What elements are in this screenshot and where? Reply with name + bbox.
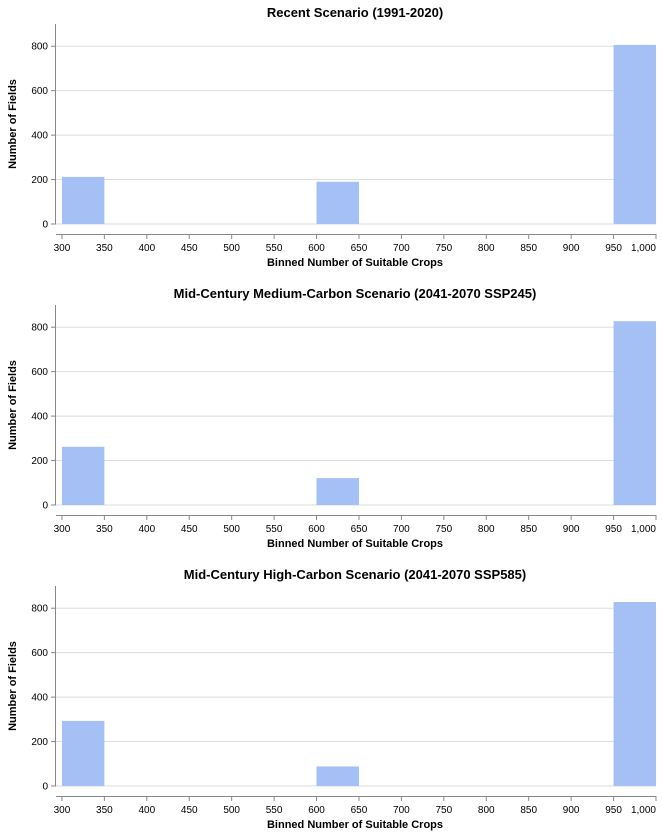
chart-panel-3: Mid-Century High-Carbon Scenario (2041-2… bbox=[7, 567, 657, 831]
x-tick-label: 850 bbox=[520, 243, 537, 254]
y-tick-label: 400 bbox=[31, 131, 48, 142]
x-tick-label: 400 bbox=[138, 243, 155, 254]
x-tick-label: 700 bbox=[393, 805, 410, 816]
x-tick-label: 300 bbox=[54, 805, 71, 816]
histogram-bar bbox=[61, 176, 105, 224]
x-tick-label: 650 bbox=[351, 243, 368, 254]
x-tick-label: 850 bbox=[520, 805, 537, 816]
x-tick-label: 1,000 bbox=[631, 524, 656, 535]
x-tick-label: 350 bbox=[96, 243, 113, 254]
x-tick-label: 300 bbox=[54, 524, 71, 535]
chart-panel-1: Recent Scenario (1991-2020) 0 200 400 600 800… bbox=[7, 5, 657, 269]
y-tick-label: 600 bbox=[31, 86, 48, 97]
x-tick-label: 450 bbox=[181, 805, 198, 816]
y-axis-title: Number of Fields bbox=[7, 79, 19, 169]
x-tick-label: 800 bbox=[478, 805, 495, 816]
x-tick-label: 450 bbox=[181, 243, 198, 254]
x-tick-label: 550 bbox=[266, 805, 283, 816]
histogram-bar bbox=[316, 478, 359, 505]
histogram-bar bbox=[316, 181, 359, 224]
x-tick-label: 900 bbox=[563, 243, 580, 254]
x-tick-label: 750 bbox=[435, 805, 452, 816]
x-tick-label: 800 bbox=[478, 524, 495, 535]
x-tick-label: 850 bbox=[520, 524, 537, 535]
x-tick-label: 750 bbox=[435, 524, 452, 535]
x-tick-label: 700 bbox=[393, 524, 410, 535]
y-axis-title: Number of Fields bbox=[7, 360, 19, 450]
x-tick-label: 650 bbox=[351, 805, 368, 816]
x-tick-label: 950 bbox=[605, 805, 622, 816]
x-axis-title: Binned Number of Suitable Crops bbox=[267, 257, 443, 269]
y-tick-label: 200 bbox=[31, 737, 48, 748]
x-tick-label: 950 bbox=[605, 243, 622, 254]
histogram-bar bbox=[61, 446, 105, 505]
chart-title: Recent Scenario (1991-2020) bbox=[267, 5, 443, 20]
x-tick-label: 350 bbox=[96, 524, 113, 535]
x-tick-label: 450 bbox=[181, 524, 198, 535]
x-tick-label: 600 bbox=[308, 524, 325, 535]
y-tick-label: 800 bbox=[31, 604, 48, 615]
histogram-bar bbox=[613, 321, 656, 505]
y-tick-label: 200 bbox=[31, 175, 48, 186]
y-axis-title: Number of Fields bbox=[7, 641, 19, 731]
x-tick-label: 750 bbox=[435, 243, 452, 254]
x-tick-label: 600 bbox=[308, 805, 325, 816]
y-tick-label: 800 bbox=[31, 323, 48, 334]
histogram-bar bbox=[613, 602, 656, 786]
y-tick-label: 800 bbox=[31, 42, 48, 53]
histogram-bar bbox=[61, 720, 105, 786]
y-tick-label: 600 bbox=[31, 367, 48, 378]
y-tick-label: 400 bbox=[31, 693, 48, 704]
x-tick-label: 1,000 bbox=[631, 805, 656, 816]
x-tick-label: 500 bbox=[223, 243, 240, 254]
chart-title: Mid-Century High-Carbon Scenario (2041-2… bbox=[184, 567, 526, 582]
chart-title: Mid-Century Medium-Carbon Scenario (2041… bbox=[174, 286, 537, 301]
x-tick-label: 800 bbox=[478, 243, 495, 254]
x-axis-title: Binned Number of Suitable Crops bbox=[267, 538, 443, 550]
y-tick-label: 0 bbox=[42, 501, 48, 512]
x-tick-label: 900 bbox=[563, 524, 580, 535]
x-tick-label: 500 bbox=[223, 805, 240, 816]
x-tick-label: 700 bbox=[393, 243, 410, 254]
y-tick-label: 600 bbox=[31, 648, 48, 659]
x-tick-label: 600 bbox=[308, 243, 325, 254]
x-tick-label: 650 bbox=[351, 524, 368, 535]
y-tick-label: 200 bbox=[31, 456, 48, 467]
y-tick-label: 0 bbox=[42, 782, 48, 793]
x-tick-label: 400 bbox=[138, 805, 155, 816]
x-tick-label: 300 bbox=[54, 243, 71, 254]
x-tick-label: 1,000 bbox=[631, 243, 656, 254]
histogram-bar bbox=[613, 44, 656, 225]
chart-panel-2: Mid-Century Medium-Carbon Scenario (2041… bbox=[7, 286, 657, 550]
y-tick-label: 400 bbox=[31, 412, 48, 423]
x-tick-label: 400 bbox=[138, 524, 155, 535]
x-tick-label: 950 bbox=[605, 524, 622, 535]
x-tick-label: 900 bbox=[563, 805, 580, 816]
x-tick-label: 350 bbox=[96, 805, 113, 816]
histogram-bar bbox=[316, 766, 359, 786]
y-tick-label: 0 bbox=[42, 220, 48, 231]
x-tick-label: 550 bbox=[266, 243, 283, 254]
x-tick-label: 550 bbox=[266, 524, 283, 535]
x-axis-title: Binned Number of Suitable Crops bbox=[267, 819, 443, 831]
x-tick-label: 500 bbox=[223, 524, 240, 535]
